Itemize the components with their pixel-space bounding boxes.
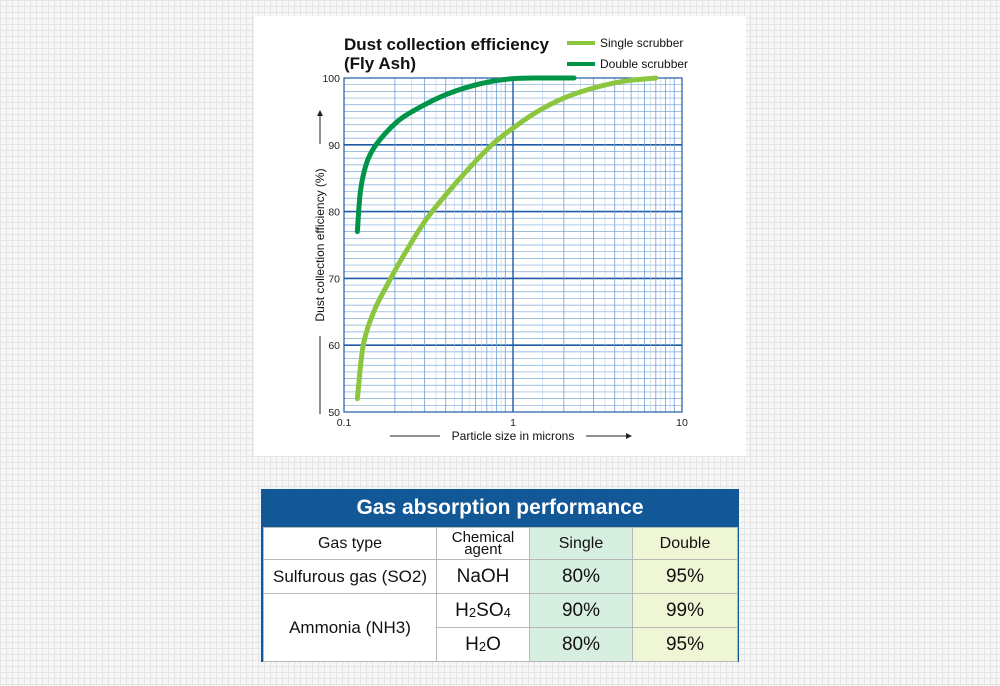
agent-part: SO — [476, 599, 504, 621]
agent-part: H — [465, 633, 479, 655]
y-tick-label: 70 — [328, 273, 340, 285]
double-value-cell: 95% — [632, 627, 738, 662]
y-ticks: 50 60 70 80 90 100 — [322, 73, 340, 419]
agent-part: H — [455, 599, 469, 621]
agent-cell: H2O — [436, 627, 530, 662]
double-value-cell: 99% — [632, 593, 738, 628]
chart-title: Dust collection efficiency — [344, 35, 550, 54]
legend-label-single: Single scrubber — [600, 36, 683, 50]
header-agent-line2: agent — [464, 540, 502, 558]
double-value-cell: 95% — [632, 559, 738, 594]
gas-cell: Ammonia (NH3) — [263, 593, 437, 662]
y-tick-label: 60 — [328, 340, 340, 352]
series-lines — [354, 75, 659, 402]
single-value-cell: 80% — [529, 627, 633, 662]
header-double: Double — [632, 527, 738, 560]
y-tick-label: 80 — [328, 207, 340, 219]
agent-subscript: 4 — [503, 604, 511, 620]
table-header-row: Gas type Chemical agent Single Double — [263, 527, 738, 560]
agent-cell: H2SO4 — [436, 593, 530, 628]
single-value-cell: 90% — [529, 593, 633, 628]
y-axis-label: Dust collection efficiency (%) — [313, 168, 327, 321]
series-line-single-scrubber — [354, 75, 659, 402]
header-gas-type: Gas type — [263, 527, 437, 560]
gas-absorption-table: Gas type Chemical agent Single Double Sul… — [263, 527, 738, 662]
chart-panel: Dust collection efficiency (Fly Ash) Sin… — [254, 16, 746, 456]
agent-cell: NaOH — [436, 559, 530, 594]
series-line-double-scrubber — [354, 75, 577, 235]
x-tick-label: 10 — [676, 417, 688, 429]
agent-part: O — [486, 633, 501, 655]
agent-subscript: 2 — [468, 604, 477, 620]
dust-efficiency-chart: Dust collection efficiency (Fly Ash) Sin… — [313, 35, 688, 443]
table-title: Gas absorption performance — [356, 496, 644, 519]
x-tick-label: 0.1 — [337, 417, 352, 429]
agent-subscript: 2 — [478, 638, 487, 654]
table-row: H2O 80% 95% — [264, 627, 738, 662]
single-value-cell: 80% — [529, 559, 633, 594]
header-agent-line1: Chemical — [451, 528, 515, 546]
header-chemical-agent: Chemical agent — [436, 527, 530, 560]
chart-grid — [344, 78, 682, 412]
x-arrow-head — [626, 433, 632, 439]
x-ticks: 0.1 1 10 — [337, 417, 688, 429]
y-tick-label: 90 — [328, 140, 340, 152]
legend-label-double: Double scrubber — [600, 57, 688, 71]
table-row: Sulfurous gas (SO2) NaOH 80% 95% — [263, 559, 738, 594]
x-axis-label: Particle size in microns — [452, 429, 575, 443]
gas-cell: Sulfurous gas (SO2) — [263, 559, 437, 594]
gas-absorption-panel: Gas absorption performance Gas type Chem… — [261, 489, 739, 662]
y-arrow-head — [317, 110, 323, 116]
x-tick-label: 1 — [510, 417, 516, 429]
y-tick-label: 50 — [328, 407, 340, 419]
header-single: Single — [529, 527, 633, 560]
chart-subtitle: (Fly Ash) — [344, 54, 416, 73]
table-row: Ammonia (NH3) H2SO4 90% 99% — [263, 593, 738, 662]
y-tick-label: 100 — [322, 73, 340, 85]
